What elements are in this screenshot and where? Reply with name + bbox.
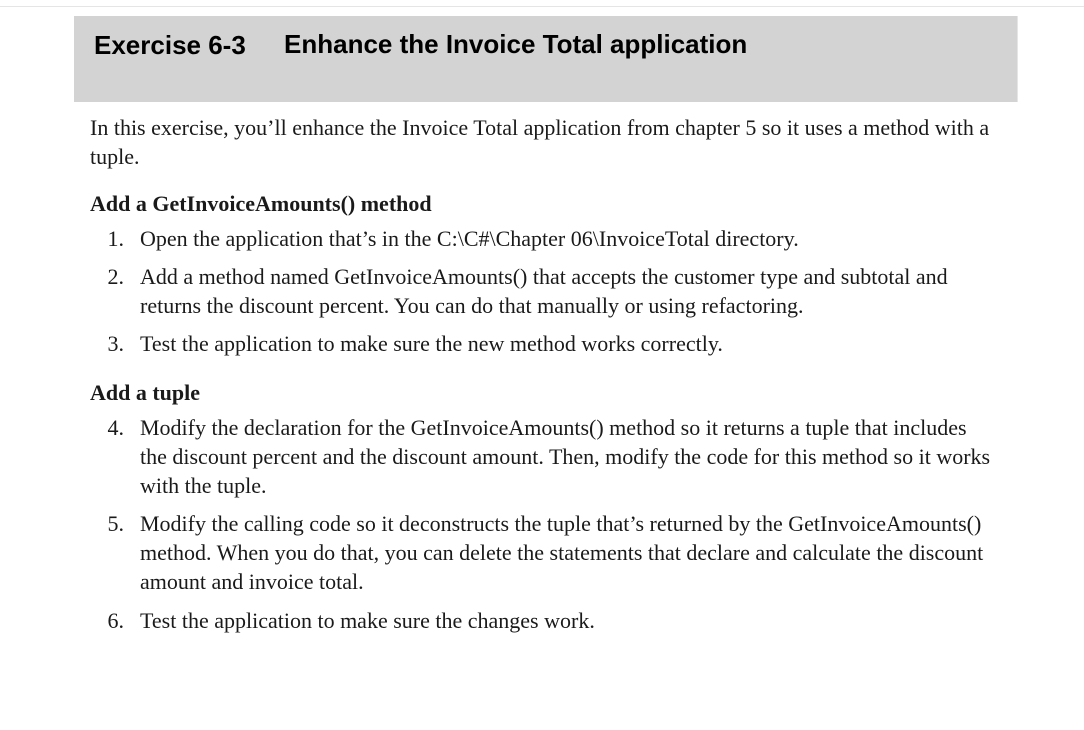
step-item: Test the application to make sure the ch…	[90, 603, 995, 641]
intro-paragraph: In this exercise, you’ll enhance the Inv…	[90, 114, 995, 171]
exercise-header-band: Exercise 6-3 Enhance the Invoice Total a…	[74, 16, 1018, 102]
step-item: Modify the declaration for the GetInvoic…	[90, 410, 995, 506]
exercise-label: Exercise 6-3	[94, 30, 284, 61]
exercise-title: Enhance the Invoice Total application	[284, 30, 1003, 60]
section-heading: Add a tuple	[90, 380, 995, 406]
step-item: Add a method named GetInvoiceAmounts() t…	[90, 259, 995, 326]
step-item: Modify the calling code so it deconstruc…	[90, 506, 995, 602]
step-item: Test the application to make sure the ne…	[90, 326, 995, 364]
section-heading: Add a GetInvoiceAmounts() method	[90, 191, 995, 217]
document-page: Exercise 6-3 Enhance the Invoice Total a…	[0, 0, 1084, 730]
step-item: Open the application that’s in the C:\C#…	[90, 221, 995, 259]
top-divider	[0, 6, 1084, 7]
exercise-body: In this exercise, you’ll enhance the Inv…	[90, 114, 995, 657]
step-list: Modify the declaration for the GetInvoic…	[90, 410, 995, 640]
step-list: Open the application that’s in the C:\C#…	[90, 221, 995, 364]
